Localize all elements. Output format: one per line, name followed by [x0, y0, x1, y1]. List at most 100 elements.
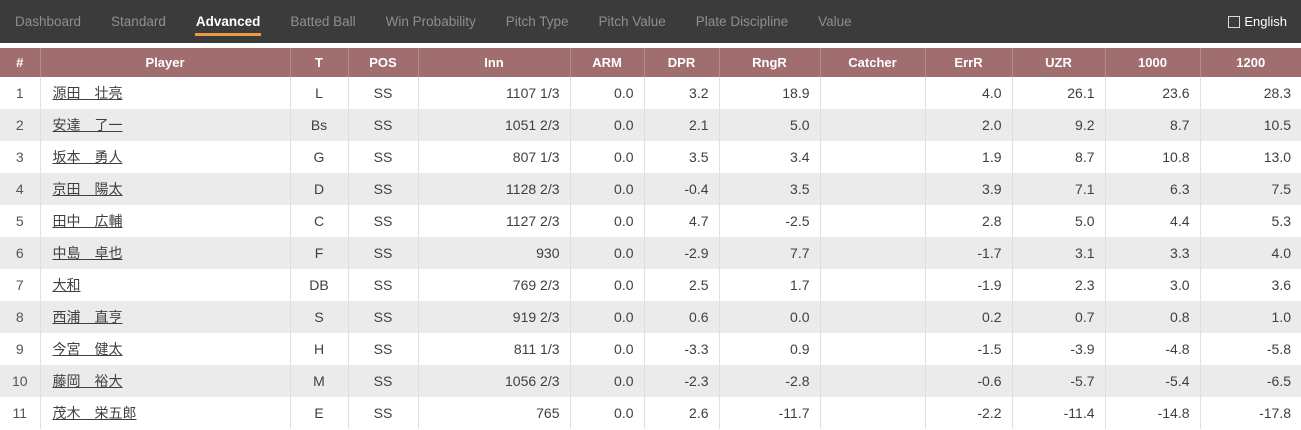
- nav-tab-batted-ball[interactable]: Batted Ball: [290, 14, 356, 29]
- cell-arm: 0.0: [570, 365, 645, 397]
- cell-uzr1000: -5.4: [1105, 365, 1201, 397]
- player-link[interactable]: 西浦 直亨: [52, 309, 123, 325]
- cell-dpr: 2.1: [644, 109, 720, 141]
- col-header-pos[interactable]: POS: [348, 48, 419, 77]
- nav-tab-value[interactable]: Value: [818, 14, 852, 29]
- cell-player: 田中 広輔: [40, 205, 291, 237]
- table-row: 1 源田 壮亮 L SS 1107 1/3 0.0 3.2 18.9 4.0 2…: [0, 77, 1301, 109]
- cell-uzr1200: -17.8: [1200, 397, 1301, 429]
- nav-table-divider: [0, 43, 1301, 48]
- nav-tab-pitch-value[interactable]: Pitch Value: [598, 14, 666, 29]
- table-row: 4 京田 陽太 D SS 1128 2/3 0.0 -0.4 3.5 3.9 7…: [0, 173, 1301, 205]
- cell-uzr: 9.2: [1012, 109, 1106, 141]
- table-row: 9 今宮 健太 H SS 811 1/3 0.0 -3.3 0.9 -1.5 -…: [0, 333, 1301, 365]
- cell-rank: 2: [0, 109, 41, 141]
- cell-rngr: 0.9: [719, 333, 821, 365]
- cell-rank: 10: [0, 365, 41, 397]
- col-header-inn[interactable]: Inn: [418, 48, 571, 77]
- cell-uzr1200: 3.6: [1200, 269, 1301, 301]
- cell-errr: -1.5: [925, 333, 1013, 365]
- cell-uzr: 3.1: [1012, 237, 1106, 269]
- cell-player: 西浦 直亨: [40, 301, 291, 333]
- col-header-rngr[interactable]: RngR: [719, 48, 821, 77]
- cell-catcher: [820, 237, 926, 269]
- player-link[interactable]: 坂本 勇人: [52, 149, 123, 165]
- table-row: 5 田中 広輔 C SS 1127 2/3 0.0 4.7 -2.5 2.8 5…: [0, 205, 1301, 237]
- cell-errr: 3.9: [925, 173, 1013, 205]
- cell-uzr1000: 0.8: [1105, 301, 1201, 333]
- cell-catcher: [820, 269, 926, 301]
- cell-uzr1000: 3.3: [1105, 237, 1201, 269]
- cell-dpr: 4.7: [644, 205, 720, 237]
- cell-uzr: 0.7: [1012, 301, 1106, 333]
- col-header-number[interactable]: #: [0, 48, 41, 77]
- player-link[interactable]: 源田 壮亮: [52, 85, 123, 101]
- cell-team: M: [290, 365, 349, 397]
- col-header-uzr-1200[interactable]: 1200: [1200, 48, 1301, 77]
- nav-tab-win-probability[interactable]: Win Probability: [385, 14, 476, 29]
- col-header-player[interactable]: Player: [40, 48, 291, 77]
- cell-team: H: [290, 333, 349, 365]
- cell-rngr: 5.0: [719, 109, 821, 141]
- cell-uzr1200: 10.5: [1200, 109, 1301, 141]
- nav-tab-standard[interactable]: Standard: [111, 14, 166, 29]
- cell-errr: -1.7: [925, 237, 1013, 269]
- cell-team: F: [290, 237, 349, 269]
- cell-dpr: -2.3: [644, 365, 720, 397]
- cell-inn: 1056 2/3: [418, 365, 571, 397]
- player-link[interactable]: 京田 陽太: [52, 181, 123, 197]
- cell-uzr: 7.1: [1012, 173, 1106, 205]
- cell-catcher: [820, 141, 926, 173]
- player-link[interactable]: 藤岡 裕大: [52, 373, 123, 389]
- col-header-uzr[interactable]: UZR: [1012, 48, 1106, 77]
- col-header-uzr-1000[interactable]: 1000: [1105, 48, 1201, 77]
- cell-rngr: -2.5: [719, 205, 821, 237]
- cell-uzr: -3.9: [1012, 333, 1106, 365]
- player-link[interactable]: 今宮 健太: [52, 341, 123, 357]
- english-label: English: [1244, 14, 1287, 29]
- cell-catcher: [820, 77, 926, 109]
- table-row: 11 茂木 栄五郎 E SS 765 0.0 2.6 -11.7 -2.2 -1…: [0, 397, 1301, 429]
- cell-dpr: 2.6: [644, 397, 720, 429]
- player-link[interactable]: 大和: [52, 277, 81, 293]
- cell-inn: 765: [418, 397, 571, 429]
- cell-player: 中島 卓也: [40, 237, 291, 269]
- english-checkbox[interactable]: [1228, 15, 1241, 28]
- cell-arm: 0.0: [570, 269, 645, 301]
- cell-player: 安達 了一: [40, 109, 291, 141]
- cell-uzr1000: 8.7: [1105, 109, 1201, 141]
- col-header-errr[interactable]: ErrR: [925, 48, 1013, 77]
- player-link[interactable]: 茂木 栄五郎: [52, 405, 137, 421]
- nav-tab-pitch-type[interactable]: Pitch Type: [505, 14, 569, 29]
- player-link[interactable]: 安達 了一: [52, 117, 123, 133]
- table-row: 2 安達 了一 Bs SS 1051 2/3 0.0 2.1 5.0 2.0 9…: [0, 109, 1301, 141]
- nav-tab-advanced[interactable]: Advanced: [181, 0, 276, 43]
- player-link[interactable]: 田中 広輔: [52, 213, 123, 229]
- cell-team: E: [290, 397, 349, 429]
- cell-uzr1000: -14.8: [1105, 397, 1201, 429]
- cell-errr: -0.6: [925, 365, 1013, 397]
- nav-tab-dashboard[interactable]: Dashboard: [15, 14, 82, 29]
- cell-dpr: -3.3: [644, 333, 720, 365]
- col-header-dpr[interactable]: DPR: [644, 48, 720, 77]
- language-toggle: English: [1228, 0, 1301, 43]
- nav-tab-plate-discipline[interactable]: Plate Discipline: [695, 14, 789, 29]
- col-header-arm[interactable]: ARM: [570, 48, 645, 77]
- cell-arm: 0.0: [570, 333, 645, 365]
- cell-dpr: -0.4: [644, 173, 720, 205]
- cell-rank: 6: [0, 237, 41, 269]
- cell-player: 藤岡 裕大: [40, 365, 291, 397]
- table-row: 3 坂本 勇人 G SS 807 1/3 0.0 3.5 3.4 1.9 8.7…: [0, 141, 1301, 173]
- cell-rngr: 18.9: [719, 77, 821, 109]
- cell-inn: 1107 1/3: [418, 77, 571, 109]
- col-header-team[interactable]: T: [290, 48, 349, 77]
- player-link[interactable]: 中島 卓也: [52, 245, 123, 261]
- cell-inn: 930: [418, 237, 571, 269]
- cell-arm: 0.0: [570, 173, 645, 205]
- cell-pos: SS: [348, 365, 419, 397]
- col-header-catcher[interactable]: Catcher: [820, 48, 926, 77]
- cell-errr: 0.2: [925, 301, 1013, 333]
- cell-uzr1200: -5.8: [1200, 333, 1301, 365]
- cell-rngr: 1.7: [719, 269, 821, 301]
- table-body: 1 源田 壮亮 L SS 1107 1/3 0.0 3.2 18.9 4.0 2…: [0, 77, 1301, 429]
